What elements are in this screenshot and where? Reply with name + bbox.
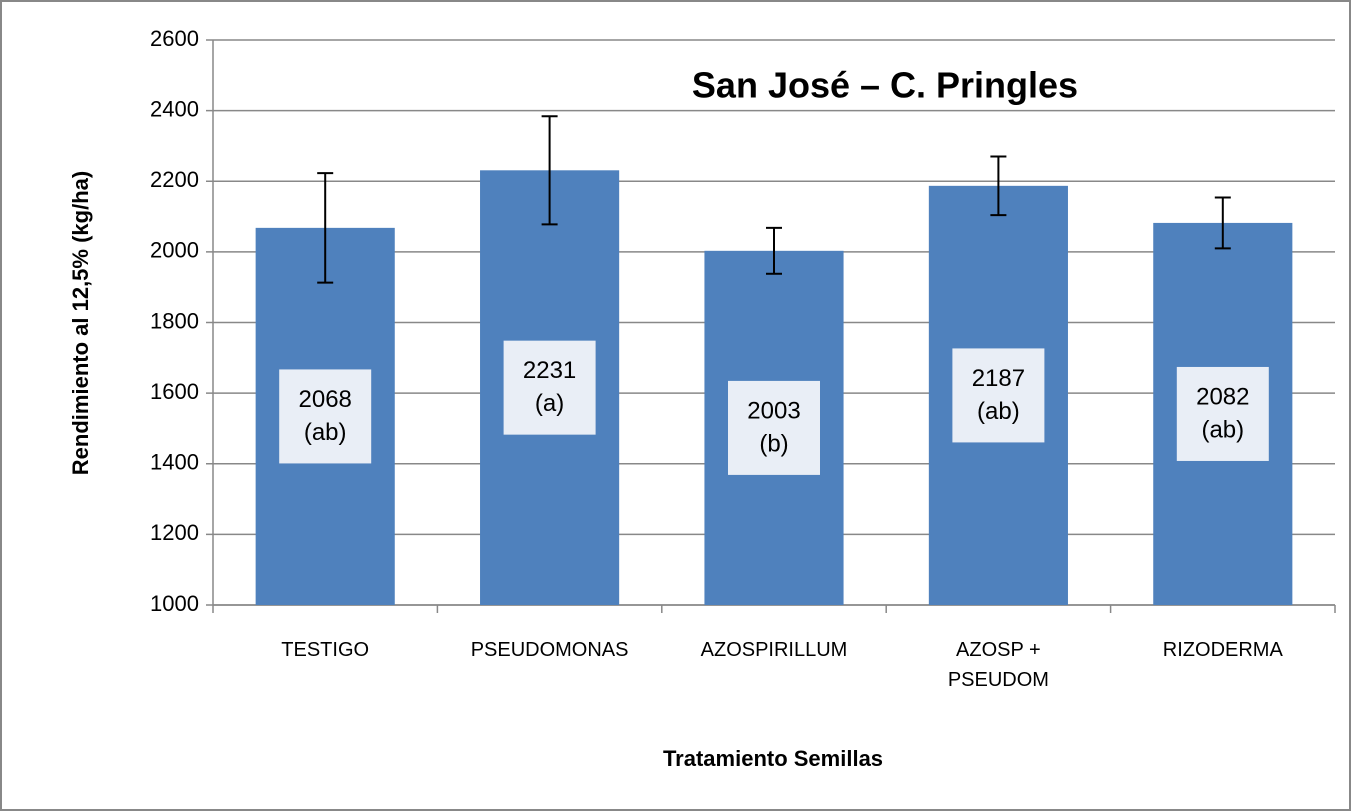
x-tick-text: AZOSP + PSEUDOM xyxy=(947,639,1049,691)
data-label: 2082 xyxy=(1196,383,1249,410)
x-tick-label: PSEUDOMONAS xyxy=(471,635,629,665)
data-label-letter: (ab) xyxy=(304,419,347,446)
data-label: 2003 xyxy=(747,397,800,424)
y-tick-label: 1000 xyxy=(150,591,199,616)
x-tick-text: AZOSPIRILLUM xyxy=(700,639,848,661)
x-tick-text: PSEUDOMONAS xyxy=(470,639,629,661)
y-tick-label: 2200 xyxy=(150,167,199,192)
x-tick-label: RIZODERMA xyxy=(1148,635,1298,665)
data-label-letter: (ab) xyxy=(1201,416,1244,443)
y-tick-label: 1800 xyxy=(150,308,199,333)
error-bar xyxy=(1214,196,1231,250)
error-bar xyxy=(990,155,1007,217)
x-axis-title: Tratamiento Semillas xyxy=(663,746,883,771)
error-bar xyxy=(766,226,782,275)
x-tick-text: RIZODERMA xyxy=(1162,639,1283,661)
data-label-letter: (a) xyxy=(535,390,564,417)
data-label-box xyxy=(503,340,596,435)
y-tick-label: 1200 xyxy=(150,520,199,545)
y-tick-label: 2600 xyxy=(150,26,199,51)
error-bar xyxy=(317,172,334,284)
data-label-box xyxy=(1176,366,1269,461)
data-label: 2068 xyxy=(299,386,352,413)
data-label: 2231 xyxy=(523,357,576,384)
x-tick-label: AZOSPIRILLUM xyxy=(699,635,849,665)
x-tick-label: TESTIGO xyxy=(250,635,400,665)
y-tick-label: 1400 xyxy=(150,450,199,475)
y-tick-label: 2400 xyxy=(150,96,199,121)
x-tick-label: AZOSP + PSEUDOM xyxy=(923,635,1073,695)
data-label-box xyxy=(728,380,820,475)
data-label-letter: (ab) xyxy=(977,398,1020,425)
data-label-box xyxy=(952,348,1045,443)
data-label: 2187 xyxy=(972,365,1025,392)
x-tick-text: TESTIGO xyxy=(281,639,370,661)
data-label-letter: (b) xyxy=(759,430,788,457)
error-bar xyxy=(541,115,558,226)
y-tick-label: 2000 xyxy=(150,238,199,263)
data-label-box xyxy=(279,369,372,464)
chart-title: San José – C. Pringles xyxy=(692,65,1078,106)
y-axis-title: Rendimiento al 12,5% (kg/ha) xyxy=(68,171,93,475)
y-tick-label: 1600 xyxy=(150,379,199,404)
